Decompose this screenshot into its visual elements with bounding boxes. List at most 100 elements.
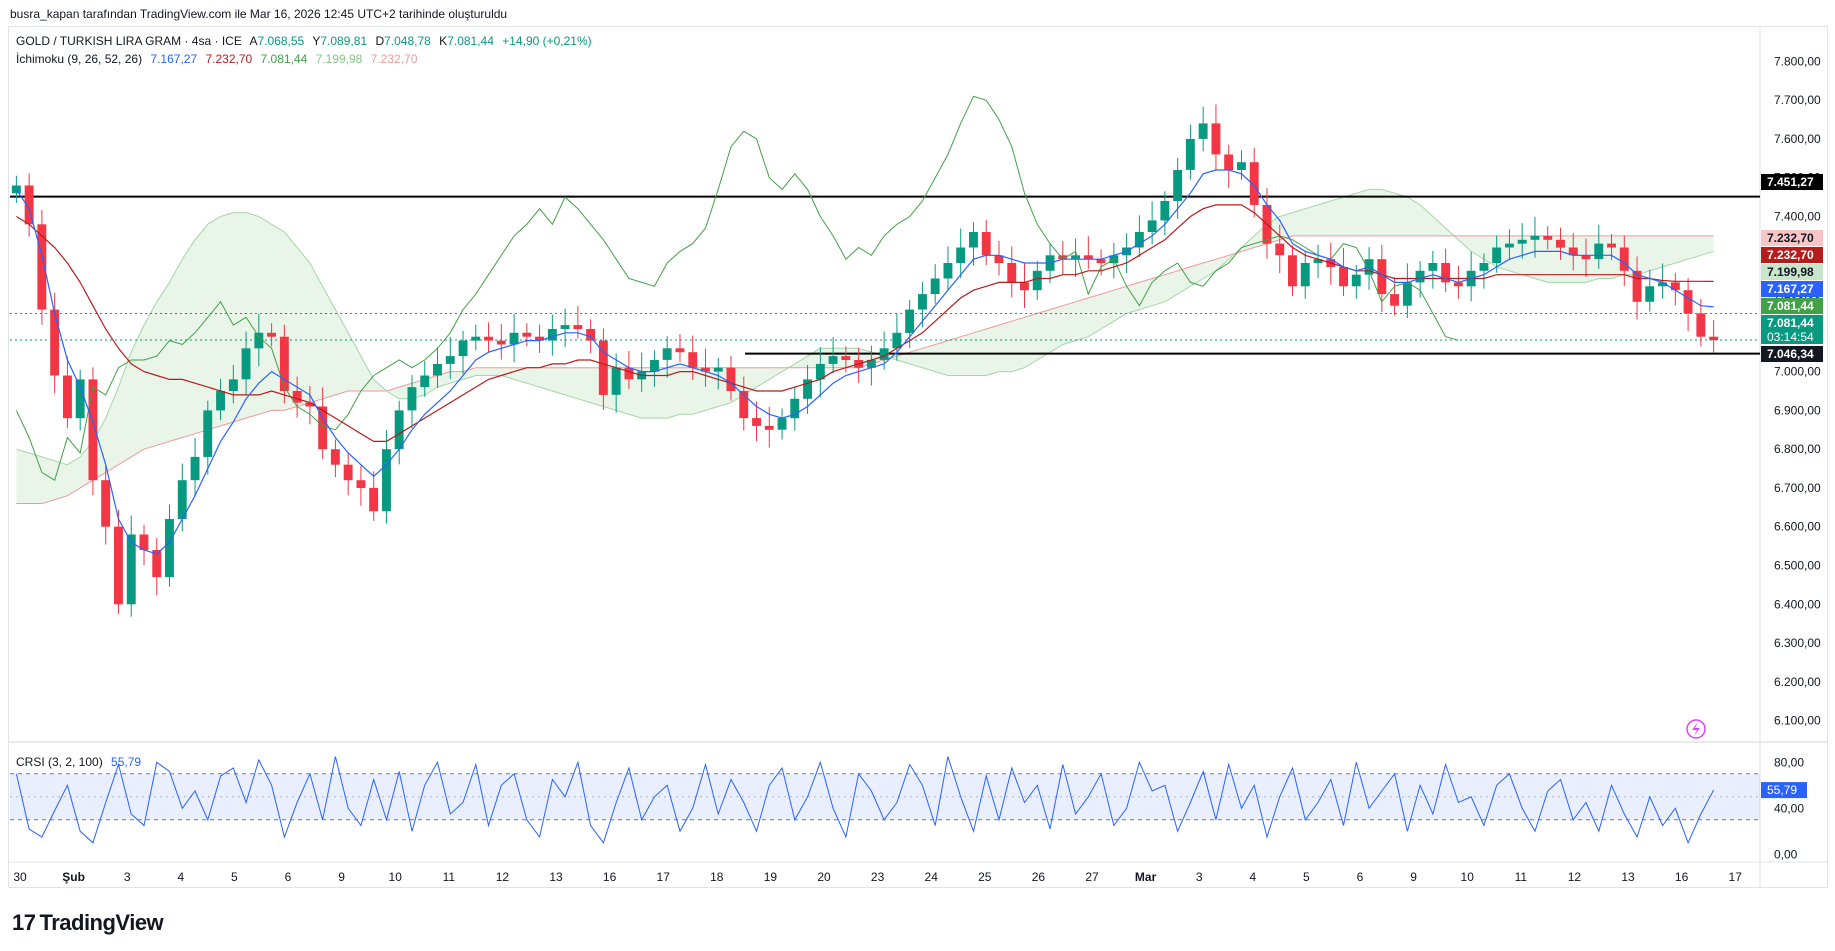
- price-axis-tick-label: 6.300,00: [1774, 636, 1821, 650]
- candle-body: [1390, 294, 1399, 306]
- price-axis-badge-label: 7.046,34: [1767, 347, 1814, 361]
- candle-body: [1237, 162, 1246, 170]
- candle-body: [777, 418, 787, 430]
- crsi-legend: CRSI (3, 2, 100) 55,79: [16, 755, 146, 769]
- tradingview-logo[interactable]: 17 TradingView: [12, 910, 164, 936]
- candle-body: [943, 263, 953, 279]
- candle-body: [305, 402, 315, 407]
- candle-body: [739, 391, 749, 419]
- candle-body: [1288, 255, 1297, 287]
- candle-body: [420, 375, 430, 388]
- candle-body: [1185, 138, 1195, 170]
- candle-body: [471, 336, 481, 341]
- candle-body: [24, 185, 34, 225]
- candle-body: [1134, 232, 1144, 248]
- legend-high: 7.089,81: [320, 34, 368, 48]
- crsi-value-badge-label: 55,79: [1767, 783, 1797, 797]
- candle-body: [726, 367, 736, 391]
- time-axis-tick-label: 19: [764, 870, 778, 884]
- crsi-title[interactable]: CRSI (3, 2, 100): [16, 755, 103, 769]
- candle-body: [1096, 259, 1106, 264]
- time-axis-tick-label: 16: [603, 870, 617, 884]
- candle-body: [496, 340, 506, 345]
- candle-body: [101, 480, 111, 527]
- time-axis-tick-label: 9: [1410, 870, 1417, 884]
- tradingview-logo-text: TradingView: [39, 910, 164, 935]
- lightning-icon-bolt: [1692, 722, 1700, 736]
- candle-body: [267, 332, 276, 337]
- time-axis-tick-label: 10: [389, 870, 403, 884]
- time-axis-tick-label: 3: [1196, 870, 1203, 884]
- price-axis-tick-label: 6.400,00: [1774, 597, 1821, 611]
- crsi-band-fill: [10, 773, 1760, 820]
- candle-body: [139, 534, 149, 550]
- crsi-value-badge: [1761, 782, 1807, 799]
- candle-body: [1313, 259, 1323, 264]
- candle-body: [598, 340, 608, 395]
- legend-symbol[interactable]: GOLD / TURKISH LIRA GRAM · 4sa · ICE: [16, 34, 242, 48]
- lightning-icon[interactable]: [1686, 719, 1706, 739]
- time-axis-tick-label: 4: [177, 870, 184, 884]
- price-axis-badge: [1761, 298, 1823, 314]
- time-axis-tick-label: 24: [925, 870, 939, 884]
- time-axis-tick-label: 6: [285, 870, 292, 884]
- candle-body: [752, 418, 761, 426]
- candle-body: [994, 255, 1004, 264]
- price-axis-badge-label: 7.232,70: [1767, 231, 1814, 245]
- candle-body: [279, 336, 289, 391]
- candle-body: [190, 456, 200, 481]
- tradingview-logo-icon: 17: [12, 910, 36, 935]
- candle-body: [292, 391, 302, 403]
- candle-body: [1670, 282, 1680, 291]
- candle-body: [394, 410, 404, 450]
- candle-body: [241, 348, 251, 380]
- price-axis-tick-label: 7.600,00: [1774, 132, 1821, 146]
- candle-body: [930, 278, 940, 294]
- candle-body: [1249, 162, 1259, 205]
- price-axis-tick-label: 6.500,00: [1774, 559, 1821, 573]
- legend-low-label: D: [375, 34, 385, 48]
- price-axis-tick-label: 7.400,00: [1774, 210, 1821, 224]
- candle-body: [1530, 235, 1540, 240]
- candle-body: [1377, 259, 1387, 295]
- price-axis-tick-label: 7.000,00: [1774, 365, 1821, 379]
- legend-close: 7.081,44: [447, 34, 494, 48]
- time-axis-tick-label: 5: [1303, 870, 1310, 884]
- ichimoku-kijun-value: 7.232,70: [205, 52, 253, 66]
- candle-body: [1505, 243, 1514, 248]
- time-axis-tick-label: 30: [13, 870, 27, 884]
- candle-body: [1619, 247, 1629, 271]
- candle-body: [1020, 282, 1029, 291]
- ichimoku-title[interactable]: İchimoku (9, 26, 52, 26): [16, 52, 143, 66]
- legend-change: +14,90 (+0,21%): [502, 34, 592, 48]
- candle-body: [918, 294, 927, 310]
- legend-high-label: Y: [312, 34, 321, 48]
- ichimoku-span-b-value: 7.232,70: [370, 52, 418, 66]
- time-axis-tick-label: 26: [1032, 870, 1046, 884]
- price-axis-tick-label: 6.700,00: [1774, 481, 1821, 495]
- candle-body: [535, 336, 544, 341]
- time-axis-tick-label: 17: [657, 870, 671, 884]
- candle-body: [1160, 201, 1170, 221]
- candle-body: [522, 332, 532, 337]
- candle-body: [1479, 263, 1489, 271]
- candle-body: [343, 464, 353, 481]
- candle-body: [764, 425, 774, 430]
- candle-body: [254, 332, 264, 349]
- candle-body: [1224, 154, 1234, 170]
- crsi-axis-tick-label: 0,00: [1774, 847, 1798, 861]
- candle-body: [981, 232, 991, 256]
- candle-body: [1453, 282, 1463, 287]
- candle-body: [1032, 270, 1042, 291]
- ichimoku-span-a-value: 7.199,98: [315, 52, 363, 66]
- candle-body: [216, 391, 225, 411]
- countdown-label: 03:14:54: [1767, 330, 1814, 344]
- candle-body: [650, 360, 659, 372]
- price-axis-badge-label: 7.232,70: [1767, 248, 1814, 262]
- ichimoku-tenkan-value: 7.167,27: [150, 52, 198, 66]
- candle-body: [114, 526, 123, 605]
- price-axis-tick-label: 7.700,00: [1774, 93, 1821, 107]
- price-axis-tick-label: 6.200,00: [1774, 675, 1821, 689]
- candle-body: [369, 487, 379, 512]
